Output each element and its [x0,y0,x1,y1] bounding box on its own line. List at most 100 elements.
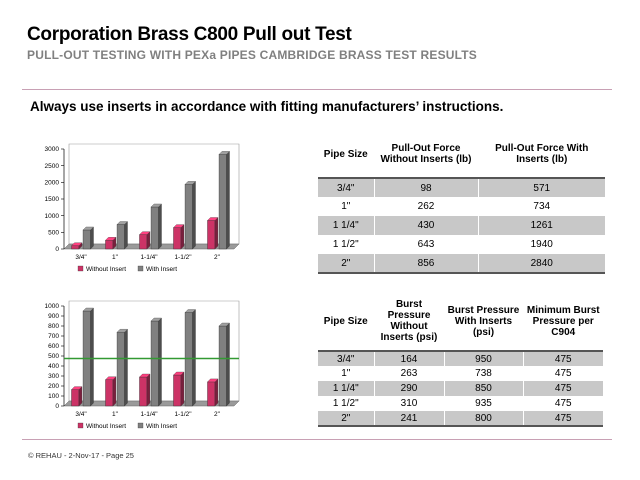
table-row: 1" 262 734 [318,197,605,216]
table-row: 1 1/2" 643 1940 [318,235,605,254]
y-tick-label: 0 [55,246,59,253]
bar-without-insert [105,240,114,250]
x-tick-label: 2" [214,254,221,261]
footer-divider [22,439,612,440]
bar-side [192,180,196,250]
bar-without-insert [207,381,216,407]
table-cell: 475 [522,381,603,396]
table-cell: 800 [443,411,523,427]
bar-top [150,203,162,208]
table-cell: 935 [443,396,523,411]
y-tick-label: 800 [48,323,59,330]
bar-side [124,328,128,407]
bar-with-insert [184,184,193,250]
table-cell: 241 [373,411,444,427]
table-row: 3/4" 164 950 475 [318,351,603,366]
bar-side [226,150,230,250]
table-cell: 643 [373,235,478,254]
table-cell: 734 [477,197,605,216]
y-tick-label: 900 [48,313,59,320]
bar-side [158,317,162,407]
bar-with-insert [218,154,227,250]
bar-side [124,221,128,250]
bar-top [82,307,94,312]
bar-top [139,373,151,378]
y-tick-label: 2000 [45,180,60,187]
table1-header-pipe-size: Pipe Size [318,131,374,179]
table-row: 1 1/4" 430 1261 [318,216,605,235]
table-cell: 3/4" [318,178,374,197]
y-tick-label: 700 [48,333,59,340]
bar-without-insert [71,389,80,407]
bar-top [71,242,83,246]
table-cell: 1 1/4" [318,381,374,396]
footer-text: © REHAU - 2-Nov-17 - Page 25 [28,451,134,460]
pullout-force-table: Pipe Size Pull-Out Force Without Inserts… [318,131,605,274]
bar-side [214,378,219,407]
table2-header-without: Burst Pressure Without Inserts (psi) [373,292,444,352]
table-cell: 950 [443,351,523,366]
burst-pressure-chart-svg: 0 100 200 300 400 500 600 700 800 900 1000 3/4" 1" 1-… [45,300,240,430]
legend-swatch [137,422,144,429]
burst-pressure-chart: 0 100 200 300 400 500 600 700 800 900 1000 3/4" 1" 1-… [24,294,250,436]
slide-subtitle: PULL-OUT TESTING WITH PEXa PIPES CAMBRID… [27,48,478,62]
bar-without-insert [105,379,114,407]
x-tick-label: 1" [112,411,119,418]
bar-with-insert [150,320,159,407]
table2-header-pipe-size: Pipe Size [318,292,374,352]
y-tick-label: 200 [48,383,59,390]
table-cell: 571 [477,178,605,197]
table-cell: 1 1/4" [318,216,374,235]
bar-side [90,307,94,407]
bar-top [71,386,83,390]
bar-side [112,376,117,407]
table-row: 2" 241 800 475 [318,411,603,427]
bar-top [207,217,219,221]
table-row: 1" 263 738 475 [318,366,603,381]
y-tick-label: 0 [55,403,59,410]
legend-label: Without Insert [86,423,126,430]
y-tick-label: 1000 [45,303,60,310]
y-tick-label: 600 [48,343,59,350]
table-row: 1 1/4" 290 850 475 [318,381,603,396]
burst-pressure-table: Pipe Size Burst Pressure Without Inserts… [318,292,603,427]
x-tick-label: 3/4" [75,411,87,418]
table-cell: 1261 [477,216,605,235]
table2-header-with: Burst Pressure With Inserts (psi) [443,292,523,352]
table-row: 1 1/2" 310 935 475 [318,396,603,411]
header-divider [22,89,612,90]
bar-without-insert [71,245,80,250]
table-cell: 1" [318,197,374,216]
y-tick-label: 2500 [45,163,60,170]
table-cell: 310 [373,396,444,411]
bar-top [105,237,117,241]
table-cell: 430 [373,216,478,235]
x-tick-label: 1-1/2" [174,254,192,261]
bar-top [150,317,162,322]
bar-side [90,226,94,250]
x-tick-label: 1-1/2" [174,411,192,418]
table-cell: 850 [443,381,523,396]
insert-notice: Always use inserts in accordance with fi… [30,99,504,114]
table-cell: 164 [373,351,444,366]
bar-without-insert [207,220,216,250]
table-row: 2" 856 2840 [318,254,605,274]
table-cell: 2" [318,411,374,427]
table-cell: 2" [318,254,374,274]
table-cell: 475 [522,411,603,427]
bar-top [82,226,94,231]
bar-side [158,203,162,250]
bar-top [207,378,219,383]
pullout-force-chart: 0 500 1000 1500 2000 2500 3000 3/4" 1" 1-1/4" 1-1/… [24,137,250,279]
y-tick-label: 1000 [45,213,60,220]
bar-side [78,386,83,407]
y-tick-label: 400 [48,363,59,370]
table-cell: 1940 [477,235,605,254]
bar-top [218,151,230,155]
bar-top [105,376,117,380]
bar-top [173,224,185,228]
legend-swatch [77,422,84,429]
table-cell: 263 [373,366,444,381]
table1-header-without: Pull-Out Force Without Inserts (lb) [373,131,478,179]
x-tick-label: 1-1/4" [140,254,158,261]
